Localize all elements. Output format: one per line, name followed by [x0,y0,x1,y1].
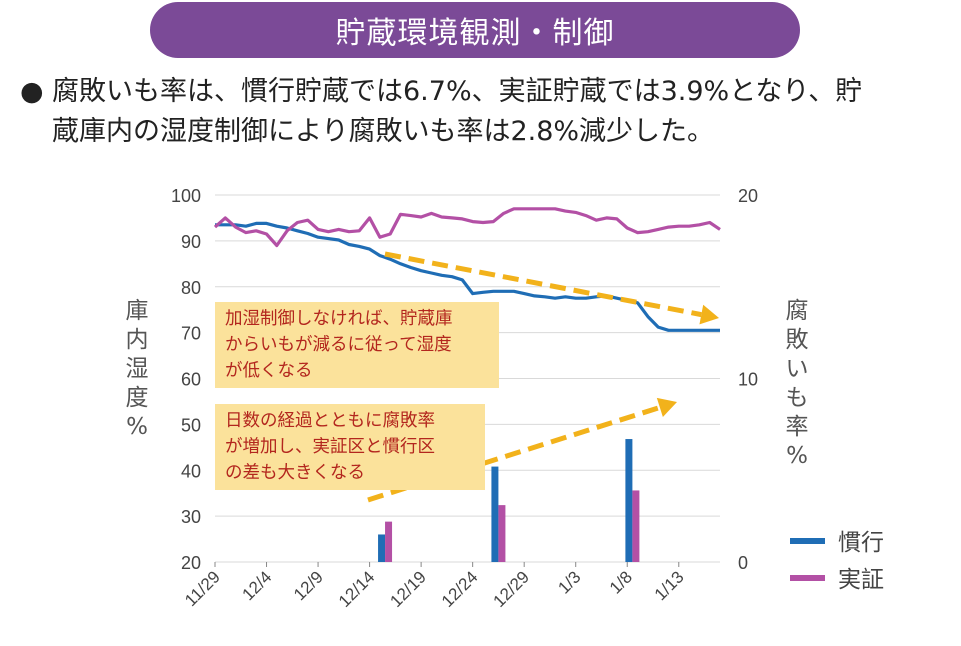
line-demo [213,207,721,248]
x-tick-label: 12/24 [438,567,482,611]
right-tick-label: 20 [738,186,758,206]
arrow-humidity-trend-shaft [384,251,702,318]
left-tick-label: 90 [181,232,201,252]
summary-line-1: 腐敗いも率は、慣行貯蔵では6.7%、実証貯蔵では3.9%となり、貯 [52,76,863,107]
right-tick-label: 0 [738,553,748,573]
x-tick-label: 12/4 [239,567,276,604]
right-axis-char: 敗 [786,327,809,353]
left-tick-label: 70 [181,324,201,344]
page-title: 貯蔵環境観測・制御 [335,16,615,51]
left-tick-label: 60 [181,370,201,390]
x-tick-label: 1/8 [606,567,636,597]
left-tick-label: 100 [171,186,201,206]
summary-text: ● 腐敗いも率は、慣行貯蔵では6.7%、実証貯蔵では3.9%となり、貯 蔵庫内の湿… [20,72,940,152]
x-tick-label: 11/29 [181,567,224,610]
left-tick-label: 20 [181,553,201,573]
arrow-rot-trend-head [656,397,677,417]
bar-demo-1 [385,521,393,562]
x-tick-label: 1/3 [554,567,584,597]
callout-humidity: 加湿制御しなければ、貯蔵庫 からいもが減るに従って湿度 が低くなる [215,302,499,388]
right-tick-label: 10 [738,370,758,390]
callout-rot-line-3: の差も大きくなる [225,463,365,483]
callout-rot: 日数の経過とともに腐敗率 が増加し、実証区と慣行区 の差も大きくなる [215,404,485,490]
left-axis-char: % [126,414,148,440]
left-axis-char: 湿 [126,356,149,382]
left-axis-char: 庫 [126,298,149,324]
left-axis-label: 庫内湿度% [126,298,149,440]
humidity-lines [213,207,721,332]
left-tick-label: 30 [181,507,201,527]
bar-demo-3 [632,490,640,562]
arrow-humidity-trend-head [699,304,719,325]
left-tick-label: 50 [181,415,201,435]
right-axis-char: い [786,356,809,382]
right-axis-char: 腐 [786,298,809,324]
left-tick-label: 40 [181,461,201,481]
x-tick-label: 12/14 [335,567,379,611]
left-axis-char: 度 [126,385,149,411]
callout-rot-line-1: 日数の経過とともに腐敗率 [225,411,435,431]
callout-humidity-line-2: からいもが減るに従って湿度 [225,335,452,355]
x-tick-label: 12/19 [386,567,430,611]
left-tick-label: 80 [181,278,201,298]
legend-label-2: 実証 [838,567,884,593]
callout-humidity-line-3: が低くなる [225,361,313,381]
line-conventional [215,221,720,332]
left-axis-char: 内 [126,327,149,353]
rot-bars [378,439,640,562]
bar-conventional-1 [378,534,386,562]
bullet-mark: ● [20,76,44,107]
bar-demo-2 [498,505,506,562]
right-axis-char: も [786,385,809,411]
bar-conventional-3 [625,439,633,562]
x-tick-label: 12/29 [489,567,533,611]
x-tick-label: 12/9 [290,567,327,604]
x-tick-label: 1/13 [651,567,688,604]
callout-rot-line-2: が増加し、実証区と慣行区 [225,437,435,457]
summary-line-2: 蔵庫内の湿度制御により腐敗いも率は2.8%減少した。 [52,116,715,147]
right-axis-char: % [786,443,808,469]
title-banner: 貯蔵環境観測・制御 [150,2,800,58]
legend-label-1: 慣行 [838,530,884,556]
bar-conventional-2 [491,466,499,562]
right-axis-label: 腐敗いも率% [786,298,809,469]
callout-humidity-line-1: 加湿制御しなければ、貯蔵庫 [225,309,453,329]
right-axis-char: 率 [786,414,809,440]
